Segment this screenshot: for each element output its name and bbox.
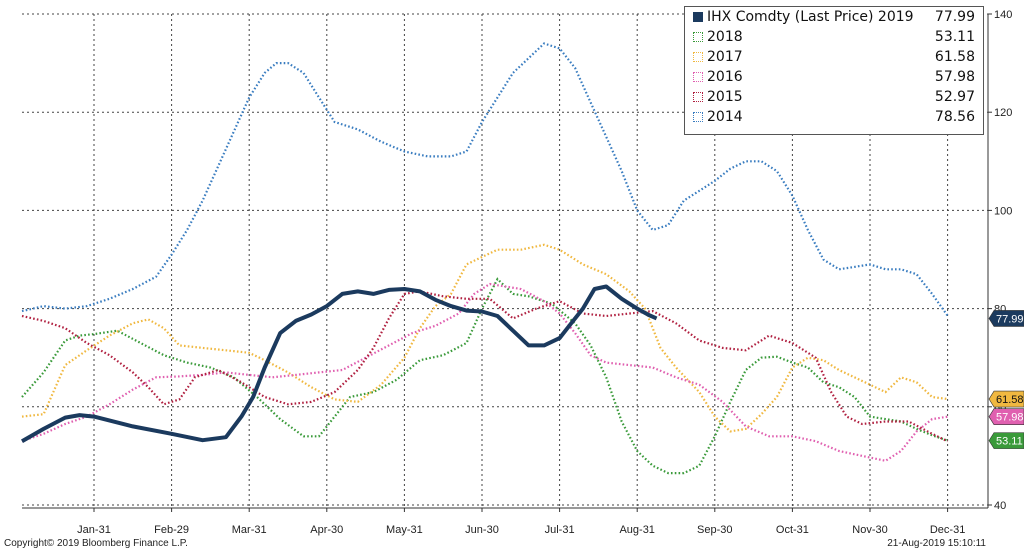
legend-label: 2015 <box>707 89 743 105</box>
tag-background <box>988 390 1024 408</box>
legend-entry: 2014 78.56 <box>685 107 983 127</box>
last-value-tag: 57.98 <box>988 408 1024 426</box>
legend-swatch <box>693 112 703 122</box>
tag-background <box>988 408 1024 426</box>
series-line-2015 <box>21 290 949 443</box>
x-tick-label: Jun-30 <box>465 524 499 536</box>
series-line-ihx-comdty-last-price-2019 <box>21 284 658 443</box>
legend-swatch <box>693 72 703 82</box>
tag-background <box>988 310 1024 327</box>
last-value-tag: 77.99 <box>988 310 1024 327</box>
series-line-2014 <box>21 42 949 317</box>
x-tick-label: May-31 <box>386 524 423 536</box>
tag-background <box>988 432 1024 449</box>
legend-value: 78.56 <box>934 109 975 125</box>
legend-swatch <box>693 52 703 62</box>
y-tick-label: 120 <box>994 107 1012 119</box>
last-value-tag: 61.58 <box>988 390 1024 408</box>
legend-label: 2017 <box>707 49 743 65</box>
timestamp-text: 21-Aug-2019 15:10:11 <box>887 538 986 549</box>
legend-value: 61.58 <box>934 49 975 65</box>
x-tick-label: Oct-31 <box>776 524 809 536</box>
legend-entry: 2017 61.58 <box>685 47 983 67</box>
tag-label: 77.99 <box>996 313 1024 325</box>
legend: IHX Comdty (Last Price) 2019 77.99 2018 53.… <box>684 6 984 135</box>
legend-value: 57.98 <box>934 69 975 85</box>
last-value-tag: 53.11 <box>988 432 1024 449</box>
series-lines <box>21 42 949 475</box>
legend-value: 52.97 <box>934 89 975 105</box>
legend-entry: IHX Comdty (Last Price) 2019 77.99 <box>685 7 983 27</box>
y-tick-label: 40 <box>994 500 1006 512</box>
legend-entry: 2015 52.97 <box>685 87 983 107</box>
series-line-2016 <box>21 282 948 462</box>
legend-label: 2016 <box>707 69 743 85</box>
copyright-text: Copyright© 2019 Bloomberg Finance L.P. <box>4 538 188 549</box>
x-tick-label: Apr-30 <box>310 524 343 536</box>
x-tick-label: Jan-31 <box>77 524 111 536</box>
legend-swatch <box>693 92 703 102</box>
legend-value: 77.99 <box>934 9 975 25</box>
x-tick-label: Feb-29 <box>154 524 189 536</box>
y-tick-label: 140 <box>994 9 1012 21</box>
tag-label: 61.58 <box>996 394 1024 406</box>
x-axis: Jan-31 Feb-29 Mar-31 Apr-30 May-31 Jun-30 Jul-… <box>77 508 965 536</box>
last-value-tags: 77.99 61.58 57.98 53.11 <box>988 310 1024 449</box>
x-tick-label: Mar-31 <box>232 524 267 536</box>
legend-value: 53.11 <box>934 29 975 45</box>
legend-label: 2018 <box>707 29 743 45</box>
x-tick-label: Jul-31 <box>545 524 575 536</box>
y-tick-label: 100 <box>994 205 1012 217</box>
legend-swatch <box>693 12 703 22</box>
legend-swatch <box>693 32 703 42</box>
series-line-2017 <box>21 243 948 433</box>
legend-entry: 2016 57.98 <box>685 67 983 87</box>
tag-label: 57.98 <box>996 412 1024 424</box>
legend-label: 2014 <box>707 109 743 125</box>
tag-label: 53.11 <box>996 436 1023 448</box>
x-tick-label: Nov-30 <box>852 524 887 536</box>
legend-label: IHX Comdty (Last Price) 2019 <box>707 9 914 25</box>
x-tick-label: Sep-30 <box>697 524 732 536</box>
legend-entry: 2018 53.11 <box>685 27 983 47</box>
x-tick-label: Dec-31 <box>930 524 965 536</box>
x-tick-label: Aug-31 <box>619 524 654 536</box>
